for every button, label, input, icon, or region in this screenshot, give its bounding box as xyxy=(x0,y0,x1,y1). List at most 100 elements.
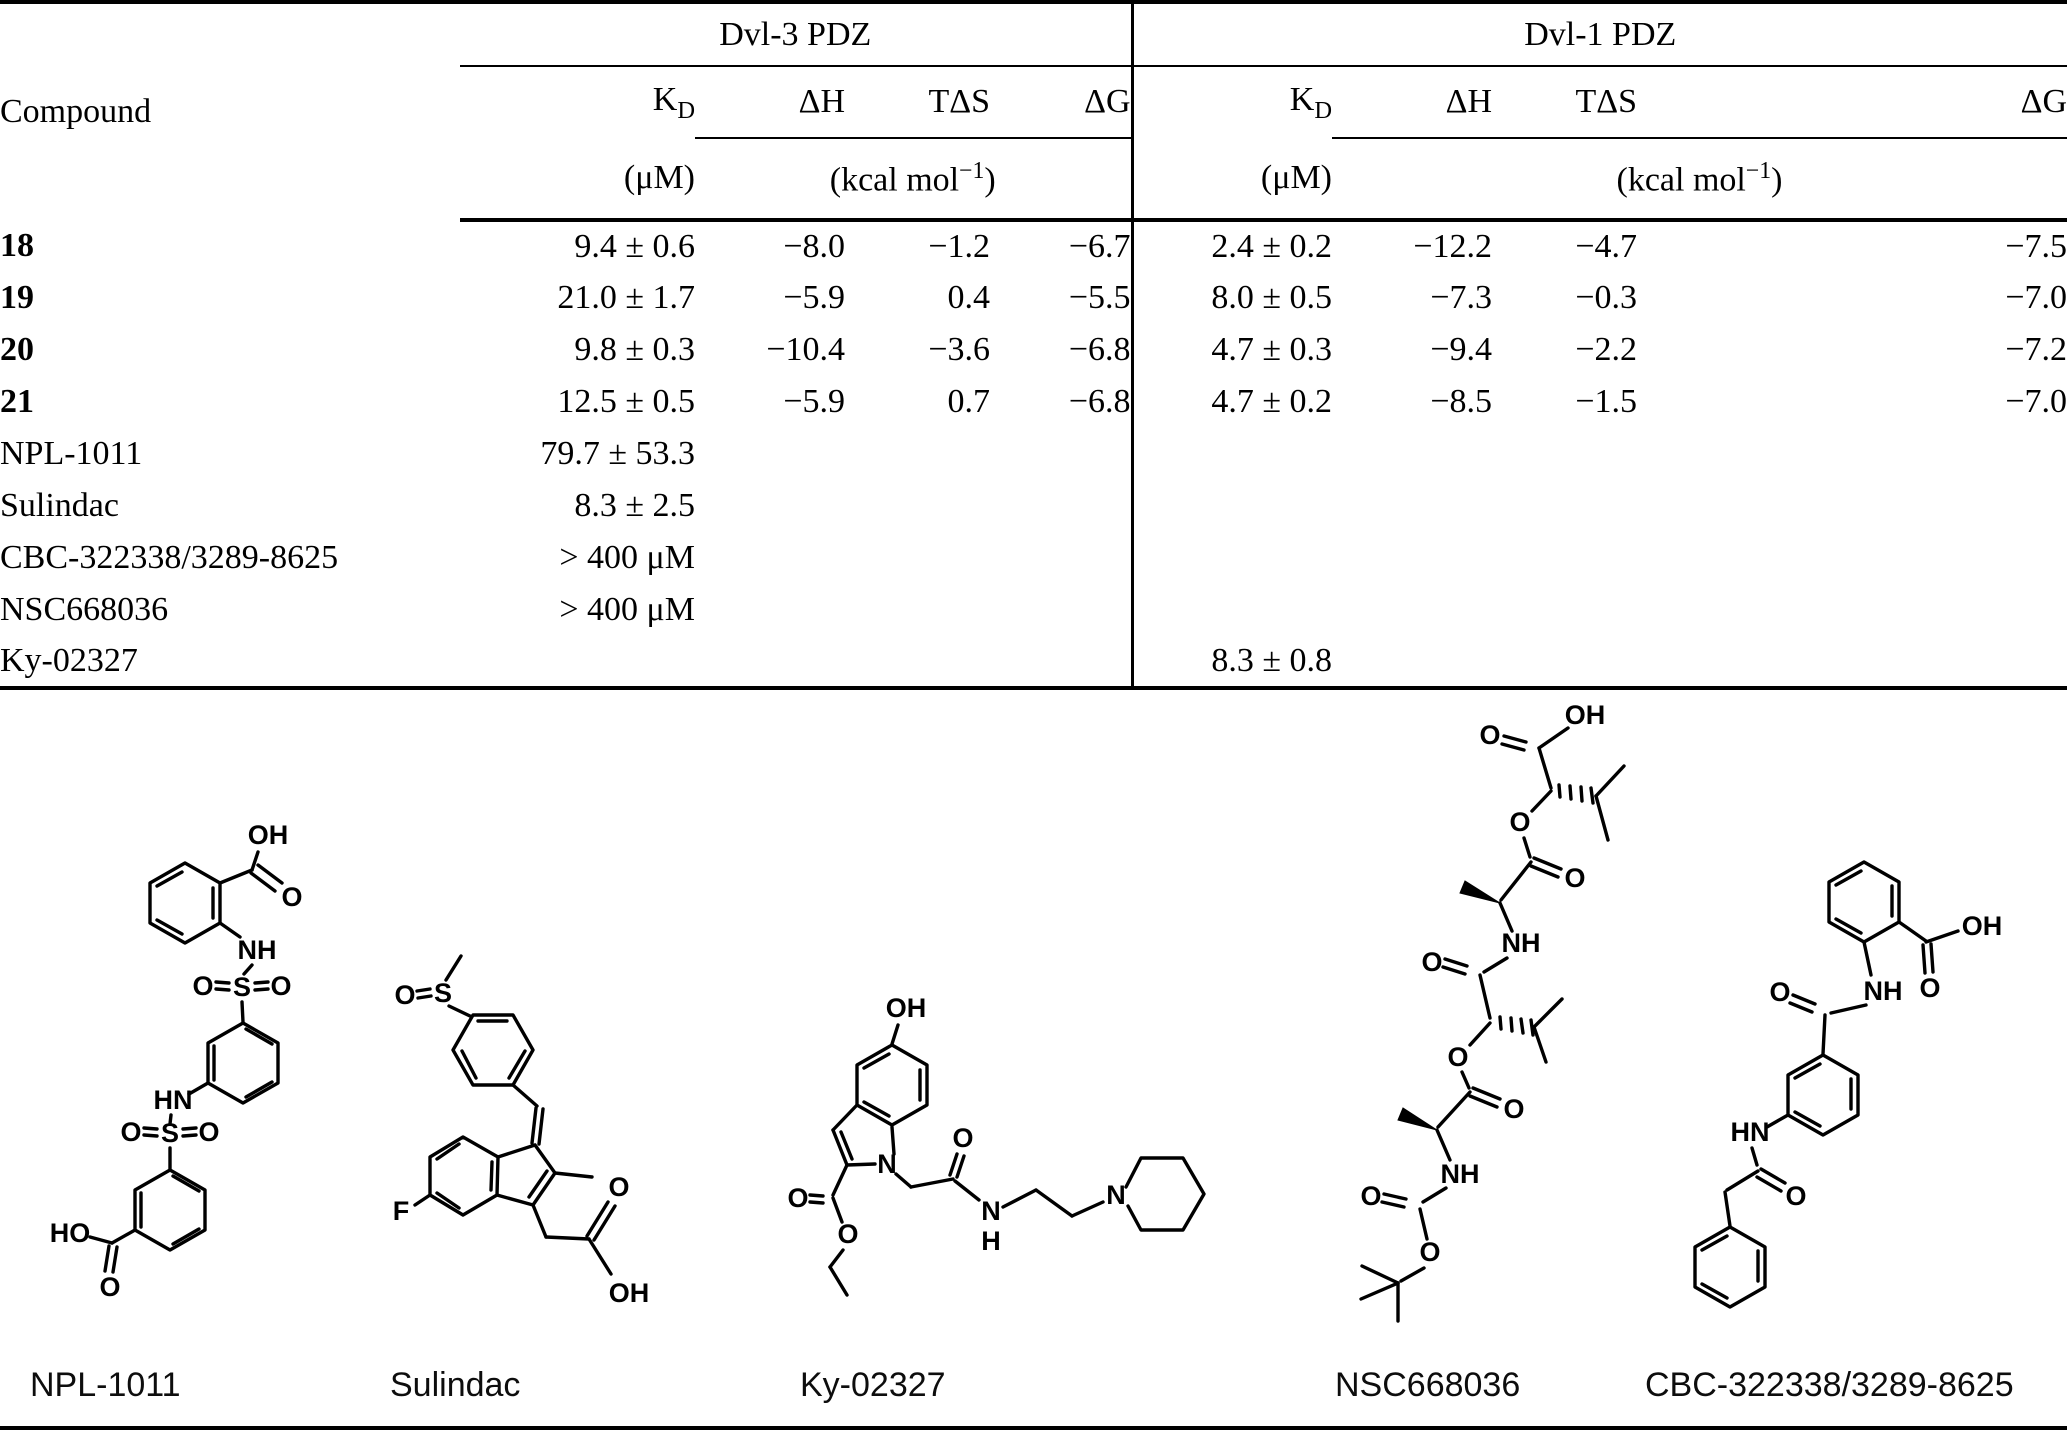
value-cell xyxy=(695,584,845,636)
structure-label-npl-1011: NPL-1011 xyxy=(30,1366,181,1404)
value-cell: > 400 μM xyxy=(559,591,695,628)
value-cell xyxy=(845,636,990,688)
dg-header-dvl1: ΔG xyxy=(1637,66,2067,139)
value-cell: 9.8 ± 0.3 xyxy=(574,331,695,368)
table-row: NSC668036 > 400 μM xyxy=(0,584,2067,636)
kcal-unit-dvl1: (kcal mol−1) xyxy=(1332,138,2067,222)
value-cell: 8.3 ± 0.8 xyxy=(1130,636,1332,688)
atom-label: OH xyxy=(609,1278,650,1308)
value-cell xyxy=(845,584,990,636)
value-cell: 21.0 ± 1.7 xyxy=(557,279,695,316)
atom-label: N xyxy=(877,1149,897,1179)
value-cell xyxy=(695,636,845,688)
atom-label: NH xyxy=(238,935,277,965)
structures-figure: OH O NH O S O HN O S O HO O xyxy=(0,690,2067,1430)
value-cell xyxy=(990,428,1132,480)
value-cell xyxy=(845,480,990,532)
value-cell: −5.9 xyxy=(783,383,845,420)
value-cell: −7.0 xyxy=(2005,279,2067,316)
value-cell xyxy=(1332,428,1492,480)
compound-name: Ky-02327 xyxy=(0,642,138,679)
bond-skeleton xyxy=(808,1023,1206,1297)
atom-label: O xyxy=(270,971,291,1001)
value-cell: −12.2 xyxy=(1413,228,1492,265)
dg-header-dvl3: ΔG xyxy=(990,66,1132,139)
table-row: 20 9.8 ± 0.3 −10.4 −3.6 −6.8 4.7 ± 0.3 −… xyxy=(0,324,2067,376)
value-cell xyxy=(1492,584,1637,636)
structure-label-cbc-322338: CBC-322338/3289-8625 xyxy=(1645,1366,2014,1404)
value-cell xyxy=(1637,636,2067,688)
compound-header: Compound xyxy=(0,93,152,130)
value-cell: −0.3 xyxy=(1575,279,1637,316)
value-cell xyxy=(1130,480,1332,532)
atom-label: OH xyxy=(248,820,289,850)
value-cell: −4.7 xyxy=(1575,228,1637,265)
value-cell xyxy=(1130,532,1332,584)
value-cell: −7.3 xyxy=(1430,279,1492,316)
structure-label-ky-02327: Ky-02327 xyxy=(800,1366,946,1404)
bond-skeleton xyxy=(88,850,284,1274)
value-cell xyxy=(1492,636,1637,688)
value-cell: > 400 μM xyxy=(559,539,695,576)
header-group-row: Compound Dvl-3 PDZ Dvl-1 PDZ xyxy=(0,2,2067,130)
kd-unit-dvl3: (μM) xyxy=(460,138,695,222)
atom-label: S xyxy=(161,1118,179,1148)
value-cell xyxy=(990,480,1132,532)
atom-label: O xyxy=(1509,807,1530,837)
atom-label: O xyxy=(394,980,415,1010)
value-cell xyxy=(1637,428,2067,480)
value-cell xyxy=(1332,532,1492,584)
compound-name: 20 xyxy=(0,331,34,368)
structure-npl-1011: OH O NH O S O HN O S O HO O xyxy=(50,820,303,1300)
structure-label-sulindac: Sulindac xyxy=(390,1366,521,1404)
atom-label: O xyxy=(608,1172,629,1202)
kd-header-dvl3: KD xyxy=(652,80,695,124)
value-cell: −9.4 xyxy=(1430,331,1492,368)
compound-name: 18 xyxy=(0,227,34,264)
atom-label: O xyxy=(1421,947,1442,977)
header-unit-row: (μM) (kcal mol−1) (μM) (kcal mol−1) xyxy=(0,138,2067,222)
value-cell xyxy=(1130,584,1332,636)
structure-ky-02327: OH N O O O N H N xyxy=(787,995,1206,1297)
atom-label: O xyxy=(120,1117,141,1147)
group-header-dvl1: Dvl-1 PDZ xyxy=(1130,2,2067,67)
value-cell xyxy=(460,636,695,688)
atom-label: O xyxy=(198,1117,219,1147)
kd-header-dvl1: KD xyxy=(1130,66,1332,138)
value-cell: 8.3 ± 2.5 xyxy=(574,487,695,524)
value-cell: 79.7 ± 53.3 xyxy=(540,435,695,472)
value-cell: 0.7 xyxy=(947,383,991,420)
itc-table: Compound Dvl-3 PDZ Dvl-1 PDZ KD ΔH TΔS Δ… xyxy=(0,0,2067,690)
value-cell xyxy=(990,636,1132,688)
dh-header-dvl3: ΔH xyxy=(695,66,845,139)
compound-name: 19 xyxy=(0,279,34,316)
atom-label: O xyxy=(1564,863,1585,893)
value-cell: −7.0 xyxy=(2005,383,2067,420)
atom-label: O xyxy=(281,882,302,912)
atom-label: N xyxy=(1106,1180,1126,1210)
atom-label: O xyxy=(1419,1237,1440,1267)
bond-skeleton xyxy=(1693,860,1960,1309)
atom-label: F xyxy=(393,1196,410,1226)
value-cell: −2.2 xyxy=(1575,331,1637,368)
structure-nsc668036: O OH O O NH O O O NH O O xyxy=(1359,700,1626,1323)
value-cell: −6.8 xyxy=(1068,331,1131,368)
group-header-dvl3: Dvl-3 PDZ xyxy=(460,2,1132,67)
value-cell xyxy=(1492,532,1637,584)
value-cell xyxy=(1332,584,1492,636)
value-cell xyxy=(1332,480,1492,532)
compound-name: Sulindac xyxy=(0,487,119,524)
kcal-unit-dvl3: (kcal mol−1) xyxy=(695,138,1132,222)
value-cell: 0.4 xyxy=(947,279,991,316)
value-cell: −3.6 xyxy=(928,331,990,368)
value-cell: −1.5 xyxy=(1575,383,1637,420)
value-cell xyxy=(695,480,845,532)
structure-sulindac: O S F O OH xyxy=(393,954,650,1308)
bond-skeleton xyxy=(1359,726,1626,1323)
value-cell xyxy=(1130,428,1332,480)
bond-skeleton xyxy=(413,954,617,1276)
table-row: 18 9.4 ± 0.6 −8.0 −1.2 −6.7 2.4 ± 0.2 −1… xyxy=(0,220,2067,272)
tds-header-dvl1: TΔS xyxy=(1492,66,1637,139)
atom-label: N xyxy=(981,1196,1001,1226)
